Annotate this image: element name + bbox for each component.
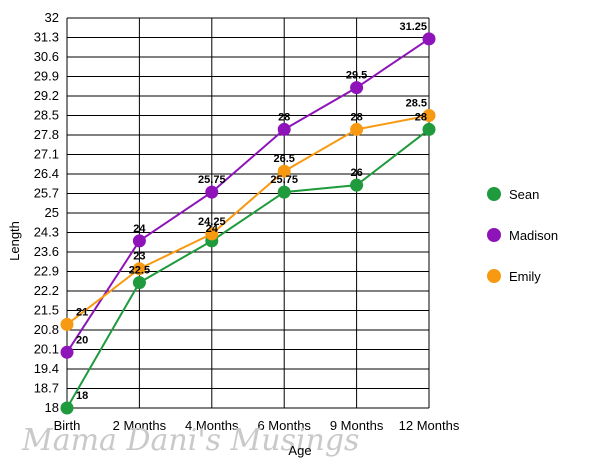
y-tick-label: 24.3 [34,225,59,240]
data-point-madison [205,185,219,199]
x-tick-label: 12 Months [399,418,460,433]
data-label-emily: 26.5 [273,153,294,165]
data-label-madison: 29.5 [346,70,367,82]
data-label-sean: 25.75 [270,174,298,186]
data-point-emily [60,317,74,331]
data-point-madison [422,32,436,46]
series-line-madison [66,38,430,353]
y-axis-title: Length [7,221,22,261]
y-tick-label: 29.9 [34,69,59,84]
data-point-sean [132,276,146,290]
y-axis-ticks: 18 18.7 19.4 20.1 20.8 21.5 22.2 22.9 23.6 24.3 25… [34,10,59,415]
data-point-sean [422,122,436,136]
legend-label-emily: Emily [509,269,541,284]
x-tick-label: 4 Months [185,418,239,433]
data-label-emily: 28.5 [406,98,427,110]
data-label-madison: 31.25 [399,21,427,33]
data-label-madison: 25.75 [198,174,226,186]
y-tick-label: 32 [45,10,59,25]
legend-label-sean: Sean [509,187,539,202]
y-tick-label: 27.1 [34,147,59,162]
x-tick-label: 9 Months [330,418,384,433]
series-group: 18 22.5 24 25.75 26 28 20 24 25.75 28 29.5 31.25 21 2… [60,21,436,415]
y-tick-label: 21.5 [34,303,59,318]
legend-marker-sean [487,187,501,201]
data-point-emily [350,122,364,136]
legend-label-madison: Madison [509,228,558,243]
data-label-madison: 28 [278,111,290,123]
data-point-emily [422,109,436,122]
data-point-madison [277,122,291,136]
data-point-emily [277,164,291,178]
data-label-emily: 23 [133,251,145,263]
data-point-sean [277,185,291,199]
y-tick-label: 22.2 [34,283,59,298]
data-label-emily: 24.25 [198,216,226,228]
x-tick-label: 2 Months [113,418,167,433]
grid-lines [66,17,430,409]
y-tick-label: 23.6 [34,244,59,259]
y-tick-label: 18 [45,400,59,415]
watermark: Mama Dani's Musings [21,423,359,458]
data-label-madison: 20 [76,334,88,346]
data-point-madison [132,234,146,248]
data-point-emily [132,262,146,276]
x-axis-ticks: Birth 2 Months 4 Months 6 Months 9 Months 12 … [54,418,460,433]
y-tick-label: 26.4 [34,166,59,181]
legend: Sean Madison Emily [487,187,558,284]
y-tick-label: 20.1 [34,342,59,357]
y-tick-label: 28.5 [34,108,59,123]
data-point-sean [60,401,74,415]
y-tick-label: 18.7 [34,381,59,396]
y-tick-label: 31.3 [34,30,59,45]
data-point-sean [350,178,364,192]
data-point-madison [60,345,74,359]
data-label-sean: 26 [350,167,362,179]
y-tick-label: 25 [45,205,59,220]
y-tick-label: 25.7 [34,186,59,201]
y-tick-label: 29.2 [34,88,59,103]
y-tick-label: 30.6 [34,49,59,64]
legend-marker-emily [487,269,501,283]
data-label-sean: 28 [415,111,427,123]
y-tick-label: 22.9 [34,264,59,279]
y-tick-label: 19.4 [34,361,59,376]
data-label-emily: 28 [350,111,362,123]
data-point-emily [205,227,219,241]
x-tick-label: 6 Months [257,418,311,433]
y-tick-label: 20.8 [34,322,59,337]
data-label-sean: 18 [76,390,88,402]
data-point-madison [350,81,364,95]
y-tick-label: 27.8 [34,127,59,142]
series-line-sean [66,128,430,409]
x-axis-title: Age [288,443,311,458]
data-label-emily: 21 [76,306,88,318]
data-label-madison: 24 [133,223,146,235]
data-label-sean: 24 [206,223,219,235]
x-tick-label: Birth [54,418,81,433]
data-label-sean: 22.5 [129,265,150,277]
series-line-emily [66,114,430,326]
legend-marker-madison [487,228,501,242]
